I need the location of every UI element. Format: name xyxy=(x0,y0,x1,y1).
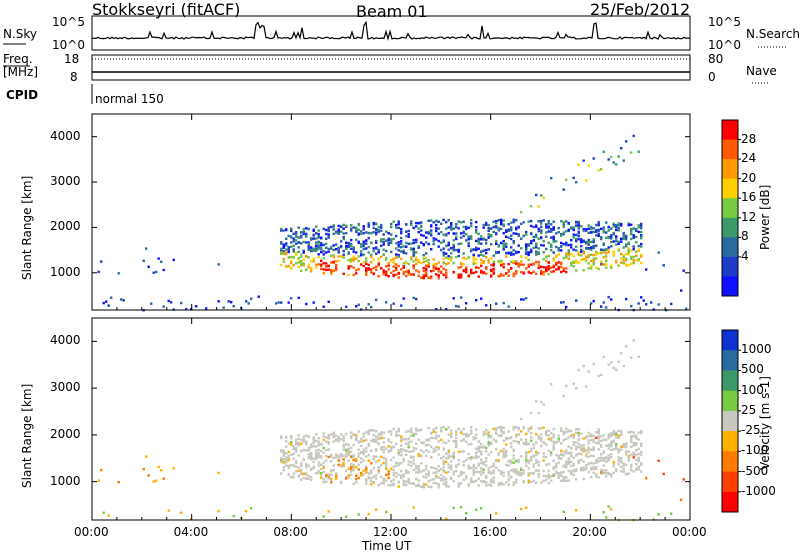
power-colorbar-swatch xyxy=(722,159,738,180)
time-x-tick: 00:00 xyxy=(672,525,707,539)
freq-label-line2: [MHz] xyxy=(3,65,39,79)
nsky-label: N.Sky xyxy=(3,27,38,41)
power-colorbar-tick: 20 xyxy=(741,170,757,185)
station-title: Stokkseyri (fitACF) xyxy=(92,0,241,19)
velocity-colorbar-swatch xyxy=(722,471,738,493)
velocity-colorbar-tick: 1000 xyxy=(741,342,772,357)
velocity-colorbar-swatch xyxy=(722,350,738,371)
power-colorbar-tick: 12 xyxy=(741,209,757,224)
noise-frame xyxy=(91,15,691,51)
power-colorbar-tick: 28 xyxy=(741,131,757,146)
time-x-tick: 16:00 xyxy=(472,525,508,539)
velocity-y-tick: 2000 xyxy=(50,426,81,441)
noise-tick-right-top: 10^5 xyxy=(708,15,741,29)
velocity-ylabel: Slant Range [km] xyxy=(20,383,34,488)
beam-title: Beam 01 xyxy=(356,2,428,21)
velocity-colorbar-tick: 25 xyxy=(741,402,757,417)
velocity-y-tick: 4000 xyxy=(50,333,81,348)
power-colorbar-swatch xyxy=(722,198,738,219)
noise-sky-line xyxy=(91,20,691,41)
power-y-tick: 4000 xyxy=(50,128,81,143)
velocity-y-tick: 3000 xyxy=(50,380,81,395)
power-y-tick: 2000 xyxy=(50,219,81,234)
velocity-colorbar-tick: -100 xyxy=(741,443,769,458)
nave-tick-bottom: 0 xyxy=(708,70,716,84)
noise-tick-left-top: 10^5 xyxy=(52,15,85,29)
velocity-colorbar-swatch xyxy=(722,431,738,452)
power-colorbar-tick: 4 xyxy=(741,248,749,263)
time-x-tick: 20:00 xyxy=(572,525,607,539)
power-colorbar-swatch xyxy=(722,256,738,277)
freq-frame xyxy=(91,54,691,81)
nave-label: Nave xyxy=(746,64,777,78)
velocity-colorbar-swatch xyxy=(722,491,738,513)
power-colorbar-swatch xyxy=(722,276,738,297)
power-y-tick: 3000 xyxy=(50,174,81,189)
freq-label-line1: Freq. xyxy=(3,52,33,66)
power-colorbar-swatch xyxy=(722,120,738,141)
power-colorbar-frame xyxy=(721,119,739,297)
power-colorbar-label: Power [dB] xyxy=(758,184,772,250)
velocity-colorbar-swatch xyxy=(722,451,738,472)
power-colorbar-swatch xyxy=(722,217,738,238)
time-x-tick: 12:00 xyxy=(373,525,408,539)
velocity-colorbar-swatch xyxy=(722,330,738,351)
frequency-strip xyxy=(3,58,768,104)
freq-tick-top: 18 xyxy=(64,52,80,66)
time-x-tick: 04:00 xyxy=(173,525,209,539)
power-colorbar-tick: 24 xyxy=(741,151,757,166)
nsearch-label: N.Search xyxy=(746,27,800,41)
velocity-colorbar-tick: -500 xyxy=(741,463,769,478)
velocity-colorbar-swatch xyxy=(722,370,738,392)
velocity-y-tick: 1000 xyxy=(50,473,81,488)
power-colorbar-tick: 8 xyxy=(741,229,749,244)
time-x-tick: 08:00 xyxy=(273,525,308,539)
time-axis-label: Time UT xyxy=(362,539,412,553)
noise-tick-right-bottom: 10^0 xyxy=(708,38,741,52)
cpid-value: normal 150 xyxy=(95,92,164,106)
time-x-tick: 00:00 xyxy=(74,525,109,539)
noise-tick-left-bottom: 10^0 xyxy=(52,38,85,52)
noise-strip xyxy=(3,20,786,48)
velocity-colorbar-swatch xyxy=(722,410,738,432)
velocity-colorbar-tick: 500 xyxy=(741,362,764,377)
nave-tick-top: 80 xyxy=(708,52,724,66)
power-panel xyxy=(97,134,688,312)
axes-frames xyxy=(91,15,691,521)
velocity-colorbar-tick: -25 xyxy=(741,423,761,438)
power-frame xyxy=(91,113,691,311)
date-title: 25/Feb/2012 xyxy=(590,0,691,19)
power-colorbar-swatch xyxy=(722,237,738,258)
freq-tick-bottom: 8 xyxy=(70,70,78,84)
velocity-frame xyxy=(91,317,691,521)
power-y-tick: 1000 xyxy=(50,264,81,279)
power-ylabel: Slant Range [km] xyxy=(20,175,34,280)
power-colorbar-swatch xyxy=(722,139,738,160)
velocity-colorbar-frame xyxy=(721,329,739,513)
velocity-colorbar-tick: -1000 xyxy=(741,483,776,498)
velocity-colorbar-tick: 100 xyxy=(741,382,764,397)
colorbars xyxy=(721,119,741,513)
power-colorbar-swatch xyxy=(722,178,738,199)
cpid-label: CPID xyxy=(6,88,39,102)
power-colorbar-tick: 16 xyxy=(741,190,757,205)
velocity-colorbar-swatch xyxy=(722,390,738,412)
velocity-panel xyxy=(97,339,685,522)
